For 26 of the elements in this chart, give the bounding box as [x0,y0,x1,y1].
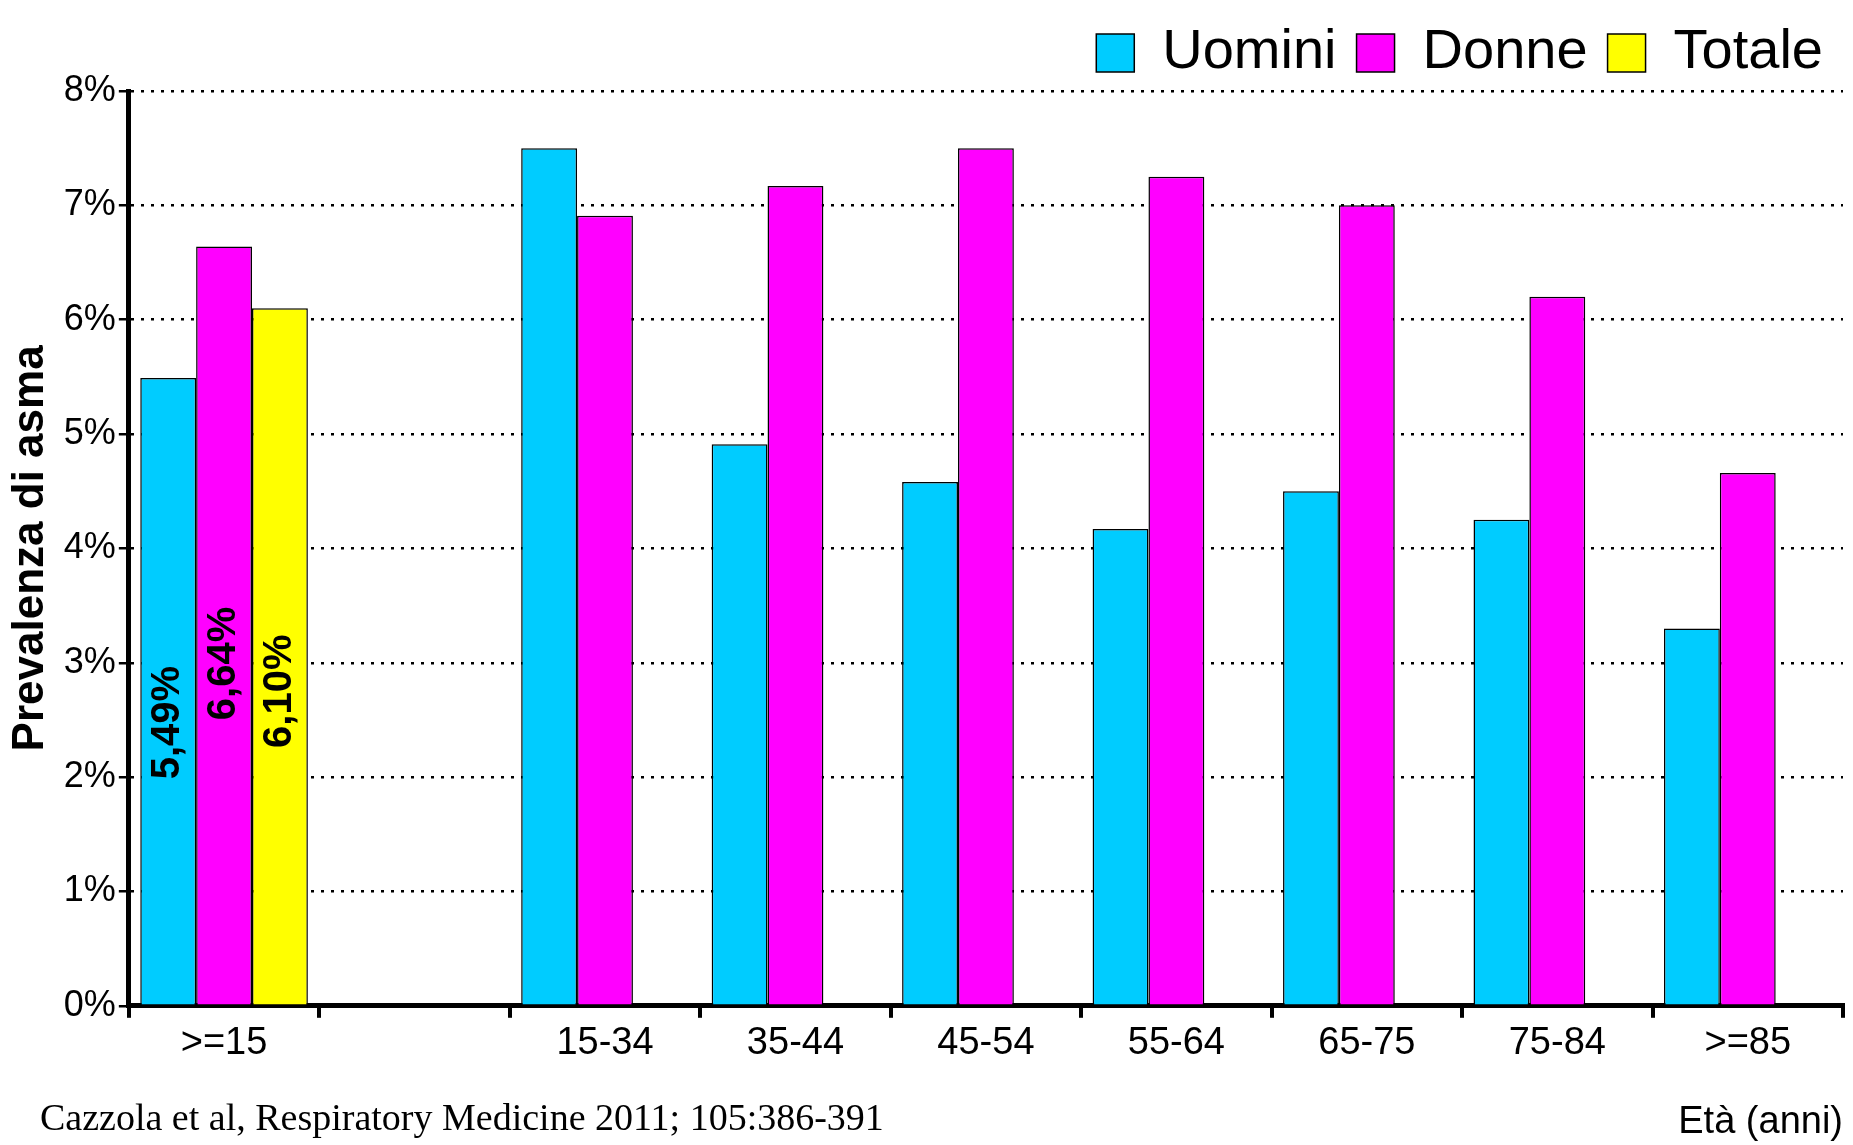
x-tick-label: 15-34 [556,1020,654,1063]
x-tick-label: 45-54 [937,1020,1035,1063]
data-label: 6,64% [199,606,244,721]
data-label: 5,49% [143,665,188,780]
x-tick-label: 55-64 [1127,1020,1225,1063]
x-tick-label: 35-44 [746,1020,845,1063]
y-tick-label: 1% [63,868,116,910]
x-tick-label: >=85 [1704,1020,1792,1063]
y-tick-label: 3% [63,639,116,681]
y-tick-label: 6% [63,296,116,338]
y-tick-label: 7% [63,182,116,224]
text: Cazzola et al, Respiratory Medicine 2011; 105:386-391 [40,1095,884,1139]
x-axis-title: Età (anni) [1678,1098,1843,1141]
y-tick-label: 5% [63,410,116,452]
y-tick-label: 8% [63,67,116,109]
x-tick-label: 75-84 [1508,1020,1606,1063]
legend-label: Uomini [1162,17,1337,81]
data-label: 6,10% [254,634,299,748]
legend-label: Totale [1673,17,1823,81]
legend-label: Donne [1422,17,1588,81]
y-axis-title: Prevalenza di asma [2,344,52,752]
y-tick-label: 4% [63,525,116,567]
x-tick-label: 65-75 [1318,1020,1416,1063]
x-tick-label: >=15 [180,1020,268,1063]
y-tick-label: 0% [63,982,116,1024]
y-tick-label: 2% [63,754,116,796]
